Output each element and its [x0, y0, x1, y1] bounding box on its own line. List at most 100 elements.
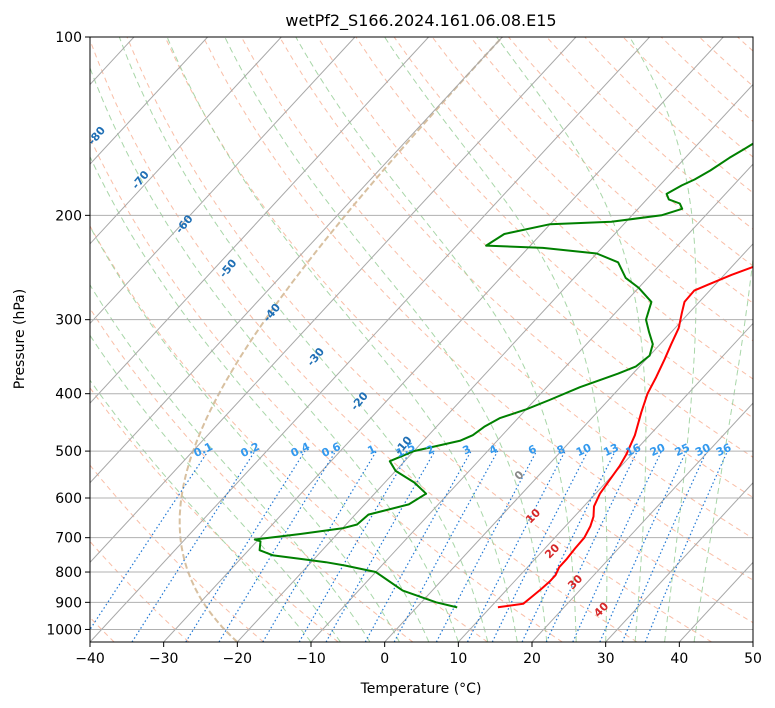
mixing-ratio-line — [491, 450, 589, 642]
mixing-ratio-line — [298, 450, 411, 642]
isotherm — [457, 322, 753, 642]
x-tick-label: 0 — [380, 651, 389, 667]
dry-adiabat-label: 10 — [523, 506, 543, 526]
isotherm — [90, 37, 503, 484]
moist-adiabat-label: -100 — [0, 32, 23, 62]
dry-adiabat — [90, 136, 563, 642]
mixing-ratio-label: 1 — [366, 443, 378, 458]
moist-adiabat — [224, 37, 548, 642]
isotherm — [752, 641, 753, 642]
mixing-ratio-label: 13 — [601, 441, 620, 459]
dry-adiabat-label: 0 — [512, 468, 527, 483]
isotherm — [310, 163, 753, 642]
x-tick-label: 30 — [597, 651, 615, 667]
isotherm — [90, 37, 429, 404]
y-tick-label: 200 — [55, 208, 82, 224]
mixing-ratio-label: 0.6 — [320, 440, 343, 460]
dry-adiabat — [698, 37, 753, 87]
dry-adiabat — [584, 37, 753, 194]
moist-adiabat — [629, 37, 697, 642]
dry-adiabat — [279, 37, 753, 499]
y-tick-label: 1000 — [46, 622, 82, 638]
isotherm — [90, 37, 650, 642]
mixing-ratio-label: 2 — [424, 443, 436, 458]
dry-adiabat — [546, 37, 753, 230]
dry-adiabat — [90, 464, 264, 642]
isotherm — [384, 243, 753, 642]
x-tick-label: −30 — [149, 651, 179, 667]
dry-adiabat — [90, 225, 488, 642]
dry-adiabat — [164, 37, 753, 624]
plot-frame — [89, 36, 754, 643]
x-axis-label: Temperature (°C) — [360, 681, 482, 697]
isotherm — [90, 37, 356, 325]
profile-line-0 — [497, 265, 753, 609]
isotherm — [236, 83, 753, 642]
x-tick-label: 20 — [523, 651, 541, 667]
ccl-curve — [178, 37, 504, 642]
dry-adiabat — [126, 37, 712, 642]
y-tick-label: 300 — [55, 313, 82, 329]
isotherm — [605, 481, 753, 642]
moist-adiabat — [90, 225, 400, 642]
x-tick-label: 50 — [744, 651, 762, 667]
moist-adiabat-label: -30 — [304, 345, 327, 369]
y-axis-label: Pressure (hPa) — [12, 289, 28, 389]
moist-adiabat — [295, 37, 577, 642]
x-tick-label: 40 — [670, 651, 688, 667]
mixing-ratio-label: 3 — [461, 443, 473, 458]
mixing-ratio-line — [572, 450, 663, 642]
chart-title: wetPf2_S166.2024.161.06.08.E15 — [285, 11, 556, 31]
mixing-ratio-label: 6 — [526, 442, 539, 457]
moist-adiabat — [90, 66, 459, 642]
mixing-ratio-line — [131, 450, 256, 642]
moist-adiabat — [693, 37, 753, 642]
dry-adiabat — [622, 37, 753, 158]
y-tick-label: 800 — [55, 565, 82, 581]
y-tick-label: 500 — [55, 444, 82, 460]
mixing-ratio-label: 16 — [624, 441, 644, 459]
profile-line-1 — [253, 142, 753, 609]
y-tick-label: 900 — [55, 595, 82, 611]
dry-adiabat — [393, 37, 753, 380]
dry-adiabat — [317, 37, 753, 458]
dry-adiabat — [431, 37, 753, 342]
series-layer — [253, 142, 753, 609]
dry-adiabat-label: 30 — [565, 572, 585, 592]
y-tick-label: 700 — [55, 531, 82, 547]
axis-ticks: −40 −30 −20 −10 0 10 20 30 40 5010020030040050060… — [46, 30, 762, 667]
dry-adiabat — [90, 387, 339, 642]
y-tick-label: 600 — [55, 491, 82, 507]
x-tick-label: −20 — [223, 651, 253, 667]
mixing-ratio-label: 10 — [574, 441, 594, 459]
line-labels: 0.1 0.2 0.4 0.6 1 1.5 2 3 4 6 8 10 13 16 20 25 30 36-100-… — [0, 32, 734, 620]
x-tick-label: −10 — [296, 651, 326, 667]
mixing-ratio-label: 25 — [673, 441, 692, 459]
moist-adiabat — [118, 37, 489, 642]
mixing-ratio-line — [545, 450, 638, 642]
mixing-ratio-line — [393, 450, 499, 642]
moist-adiabat-label: -20 — [348, 389, 371, 413]
moist-adiabat — [90, 334, 341, 642]
mixing-ratio-label: 30 — [693, 441, 713, 459]
dry-adiabat — [90, 38, 638, 642]
dry-adiabat-label: 20 — [542, 541, 562, 561]
isotherm — [678, 561, 753, 642]
x-tick-label: −40 — [75, 651, 105, 667]
y-tick-label: 100 — [55, 30, 82, 46]
mixing-ratio-line — [364, 450, 472, 642]
moist-adiabat — [90, 155, 430, 642]
dry-adiabat — [737, 37, 753, 52]
mixing-ratio-line — [185, 450, 306, 642]
isotherm — [90, 37, 282, 245]
dry-adiabat — [470, 37, 753, 304]
mixing-ratio-line — [644, 450, 729, 642]
mixing-ratio-line — [621, 450, 708, 642]
mixing-ratio-label: 8 — [555, 443, 567, 458]
isotherm — [531, 402, 753, 642]
x-tick-label: 10 — [449, 651, 467, 667]
moist-adiabat-label: -50 — [217, 256, 240, 280]
isotherm — [0, 37, 60, 642]
mixing-ratio-line — [599, 450, 687, 642]
